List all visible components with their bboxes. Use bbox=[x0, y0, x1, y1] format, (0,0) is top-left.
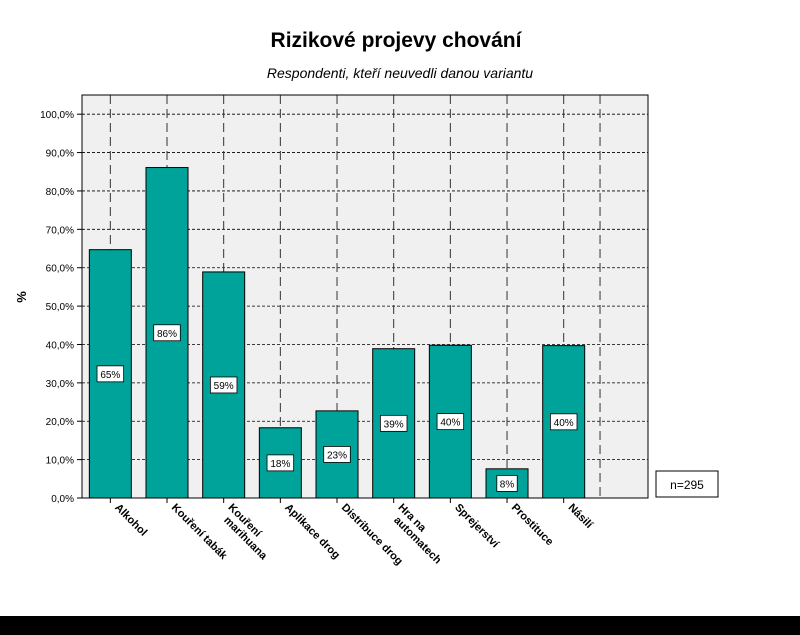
y-axis-label: % bbox=[14, 291, 29, 303]
data-label-box bbox=[436, 413, 465, 431]
data-label: 65% bbox=[100, 370, 120, 381]
y-tick-label: 10,0% bbox=[46, 456, 74, 467]
y-tick-label: 80,0% bbox=[46, 187, 74, 198]
x-tick-label: Prostituce bbox=[509, 502, 556, 549]
data-label-box bbox=[496, 475, 518, 492]
data-label: 23% bbox=[327, 450, 347, 461]
sample-size-box: n=295 bbox=[655, 470, 719, 498]
data-label: 59% bbox=[214, 381, 234, 392]
data-label: 40% bbox=[554, 418, 574, 429]
data-label-box bbox=[209, 376, 238, 394]
y-tick-label: 100,0% bbox=[40, 110, 74, 121]
bottom-bar bbox=[0, 616, 800, 635]
y-tick-label: 50,0% bbox=[46, 302, 74, 313]
data-label: 8% bbox=[500, 479, 515, 490]
data-label: 40% bbox=[440, 418, 460, 429]
x-tick-label: Kouření tabák bbox=[169, 502, 230, 563]
data-label-box bbox=[266, 454, 295, 472]
data-label: 39% bbox=[384, 419, 404, 430]
x-tick-label: Aplikace drog bbox=[282, 502, 342, 562]
data-label: 18% bbox=[270, 459, 290, 470]
y-tick-label: 60,0% bbox=[46, 264, 74, 275]
y-tick-label: 30,0% bbox=[46, 379, 74, 390]
y-tick-label: 0,0% bbox=[51, 494, 74, 505]
data-label: 86% bbox=[157, 329, 177, 340]
x-tick-label: Alkohol bbox=[112, 502, 149, 539]
data-label-box bbox=[96, 365, 125, 383]
data-label-box bbox=[323, 446, 351, 463]
data-label-box bbox=[153, 324, 181, 342]
y-tick-label: 40,0% bbox=[46, 340, 74, 351]
x-tick-label: Násilí bbox=[566, 502, 596, 532]
data-label-box bbox=[549, 413, 578, 431]
y-tick-label: 70,0% bbox=[46, 225, 74, 236]
sample-size-label: n=295 bbox=[670, 478, 704, 492]
data-label-box bbox=[379, 414, 408, 432]
x-tick-label: Sprejerství bbox=[452, 502, 501, 551]
y-tick-label: 90,0% bbox=[46, 149, 74, 160]
x-tick-label: Distribuce drog bbox=[339, 502, 405, 568]
chart-subtitle: Respondenti, kteří neuvedli danou varian… bbox=[267, 65, 533, 81]
y-tick-label: 20,0% bbox=[46, 417, 74, 428]
plot-frame bbox=[81, 94, 649, 499]
chart-title: Rizikové projevy chování bbox=[271, 29, 523, 52]
